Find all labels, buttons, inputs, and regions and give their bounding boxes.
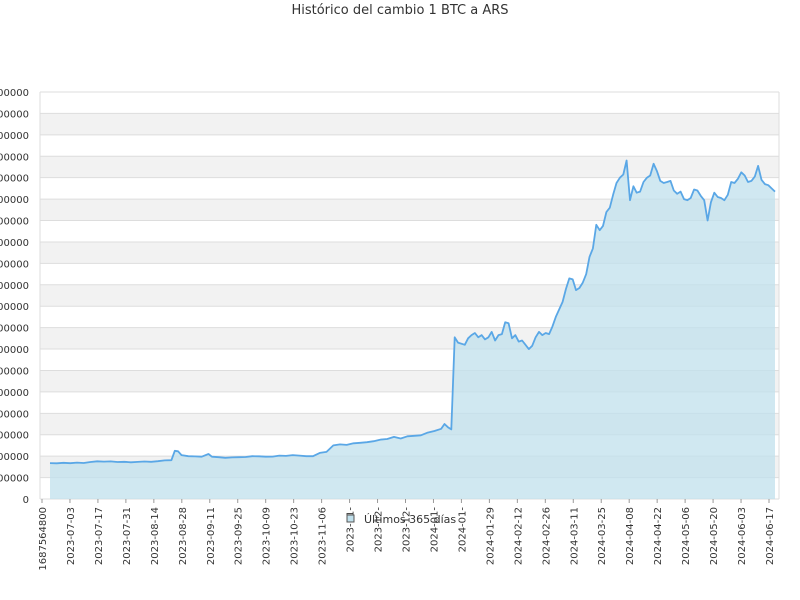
x-tick-label: 2023-08-14 [150,507,161,565]
y-tick-label: 16000000 [0,324,29,335]
x-tick-label: 2024-01- [429,507,440,553]
y-tick-label: 2000000 [0,474,29,485]
x-tick-label: 2024-02-26 [541,507,552,565]
x-tick-label: 2023-10-23 [290,507,301,565]
y-tick-label: 30000000 [0,174,29,185]
y-tick-label: 26000000 [0,217,29,228]
series-line[interactable] [49,159,776,465]
x-tick-label: 2023-09-11 [206,507,217,565]
x-tick-label: 2024-04-08 [625,507,636,565]
series-layer [49,159,776,499]
y-tick-label: 34000000 [0,131,29,142]
legend-swatch [346,514,355,523]
y-tick-label: 4000000 [0,452,29,463]
x-tick-label: 2024-01- [457,507,468,553]
x-tick-label: 2023-11- [346,507,357,553]
legend: Últimos 365 días [346,513,456,526]
y-tick-label: 18000000 [0,302,29,313]
y-tick-label: 8000000 [0,409,29,420]
x-tick-label: 2024-05-20 [709,507,720,565]
x-tick-label: 2023-07-17 [94,507,105,565]
legend-label[interactable]: Últimos 365 días [364,513,456,526]
grid-band [40,156,779,178]
x-tick-label: 2023-08-28 [178,507,189,565]
grid-band [40,113,779,135]
y-tick-label: 10000000 [0,388,29,399]
x-tick-label: 2023-11-06 [318,507,329,565]
x-tick-label: 2024-05-06 [681,507,692,565]
x-axis: 1687564800 2023-07-03 2023-07-17 2023-07-31… [38,499,776,571]
y-tick-label: 24000000 [0,238,29,249]
y-tick-label: 20000000 [0,281,29,292]
chart-title: Histórico del cambio 1 BTC a ARS [291,3,509,18]
x-tick-label: 2024-03-25 [597,507,608,565]
x-tick-label: 2023-09-25 [234,507,245,565]
y-tick-label: 14000000 [0,345,29,356]
x-tick-label: 2023-12- [402,507,413,553]
x-tick-label: 2024-03-11 [569,507,580,565]
x-tick-label: 2024-01-29 [485,507,496,565]
y-tick-label: 6000000 [0,431,29,442]
grid-bands [40,113,779,478]
y-axis: 0 2000000 4000000 6000000 8000000 10000000 120… [0,88,29,506]
y-tick-label: 28000000 [0,195,29,206]
y-tick-label: 38000000 [0,88,29,99]
y-tick-label: 0 [23,495,29,506]
y-tick-label: 22000000 [0,259,29,270]
x-tick-label: 2024-06-03 [737,507,748,565]
x-tick-label: 2024-06-17 [765,507,776,565]
x-tick-label: 2024-02-12 [513,507,524,565]
x-tick-label: 2023-07-03 [66,507,77,565]
y-tick-label: 12000000 [0,366,29,377]
x-tick-label: 2023-07-31 [122,507,133,565]
grid-band [40,199,779,221]
x-tick-label: 2023-10-09 [262,507,273,565]
y-tick-label: 36000000 [0,109,29,120]
x-tick-label: 2023-12- [374,507,385,553]
y-tick-label: 32000000 [0,152,29,163]
x-tick-label: 2024-04-22 [653,507,664,565]
x-tick-label: 1687564800 [38,507,49,571]
